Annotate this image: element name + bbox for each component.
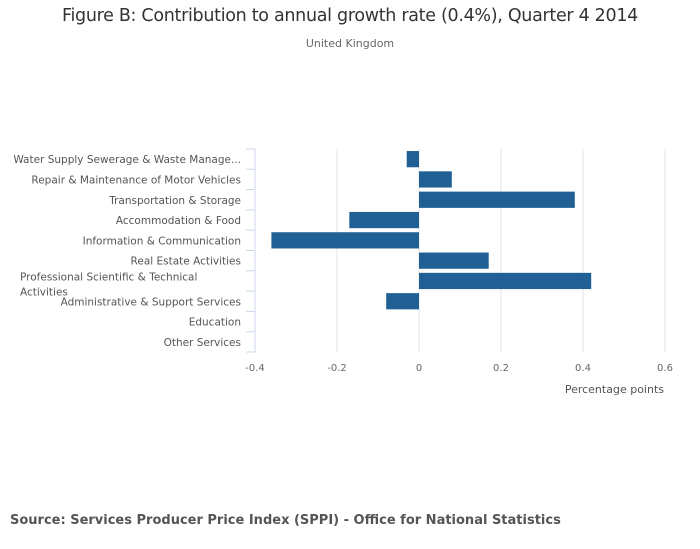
bar[interactable] — [349, 211, 419, 229]
x-tick-label: 0.6 — [657, 363, 673, 374]
bar[interactable] — [406, 151, 419, 168]
x-tick-label: -0.2 — [327, 363, 347, 374]
x-axis-title: Percentage points — [565, 383, 664, 396]
y-tick-label: Accommodation & Food — [116, 215, 241, 227]
source-note: Source: Services Producer Price Index (S… — [10, 513, 561, 528]
bar[interactable] — [271, 232, 419, 249]
y-tick-label: Education — [189, 317, 241, 329]
bar[interactable] — [419, 252, 489, 269]
bar[interactable] — [386, 293, 419, 310]
chart-title: Figure B: Contribution to annual growth … — [61, 6, 639, 26]
bar[interactable] — [419, 272, 592, 290]
y-tick-label: Water Supply Sewerage & Waste Manage... — [13, 154, 241, 166]
y-axis: Water Supply Sewerage & Waste Manage... R… — [13, 148, 256, 353]
x-tick-label: -0.4 — [245, 363, 265, 374]
bar[interactable] — [419, 191, 575, 208]
x-tick-label: 0 — [416, 363, 422, 374]
y-tick-label: Information & Communication — [83, 235, 241, 247]
y-tick-label: Professional Scientific & Technical Activ… — [20, 271, 197, 298]
x-tick-label: 0.4 — [575, 363, 591, 374]
y-tick-label: Transportation & Storage — [108, 195, 241, 207]
gridlines — [336, 149, 666, 352]
bars — [271, 151, 592, 310]
x-tick-label: 0.2 — [493, 363, 509, 374]
x-axis: -0.4 -0.2 0 0.2 0.4 0.6 — [245, 363, 673, 374]
y-tick-label: Repair & Maintenance of Motor Vehicles — [31, 174, 241, 186]
bar[interactable] — [419, 171, 452, 188]
y-tick-label: Other Services — [164, 337, 241, 349]
chart-subtitle: United Kingdom — [305, 37, 395, 50]
y-tick-label: Real Estate Activities — [131, 256, 241, 268]
y-tick-label: Administrative & Support Services — [61, 296, 241, 308]
